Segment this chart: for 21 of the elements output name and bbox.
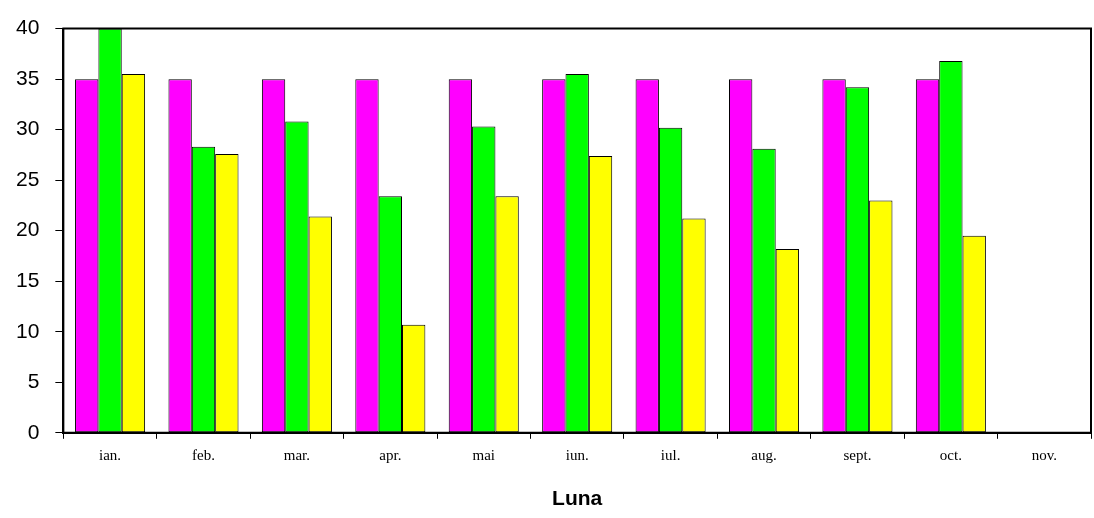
y-tick-label: 5 — [27, 369, 40, 393]
x-tick-label: iun. — [565, 446, 589, 463]
x-tick-label: aug. — [751, 446, 777, 463]
y-tick-label: 10 — [16, 318, 40, 342]
x-tick-label: oct. — [939, 446, 962, 463]
y-tick-label: 35 — [16, 65, 40, 89]
y-tick-label: 20 — [16, 217, 40, 241]
x-axis-title: Luna — [552, 486, 603, 510]
x-tick-label: feb. — [192, 446, 215, 463]
x-tick-label: nov. — [1031, 446, 1057, 463]
x-tick-label: ian. — [99, 446, 122, 463]
y-tick-label: 30 — [16, 116, 40, 140]
x-tick-label: mai — [472, 446, 496, 463]
x-tick-label: sept. — [843, 446, 872, 463]
x-tick-label: iul. — [660, 446, 681, 463]
y-tick-label: 15 — [16, 268, 40, 292]
y-tick-label: 25 — [16, 166, 40, 190]
x-tick-label: mar. — [283, 446, 311, 463]
y-tick-label: 0 — [27, 419, 40, 443]
y-tick-label: 40 — [16, 15, 40, 39]
x-tick-label: apr. — [379, 446, 402, 463]
